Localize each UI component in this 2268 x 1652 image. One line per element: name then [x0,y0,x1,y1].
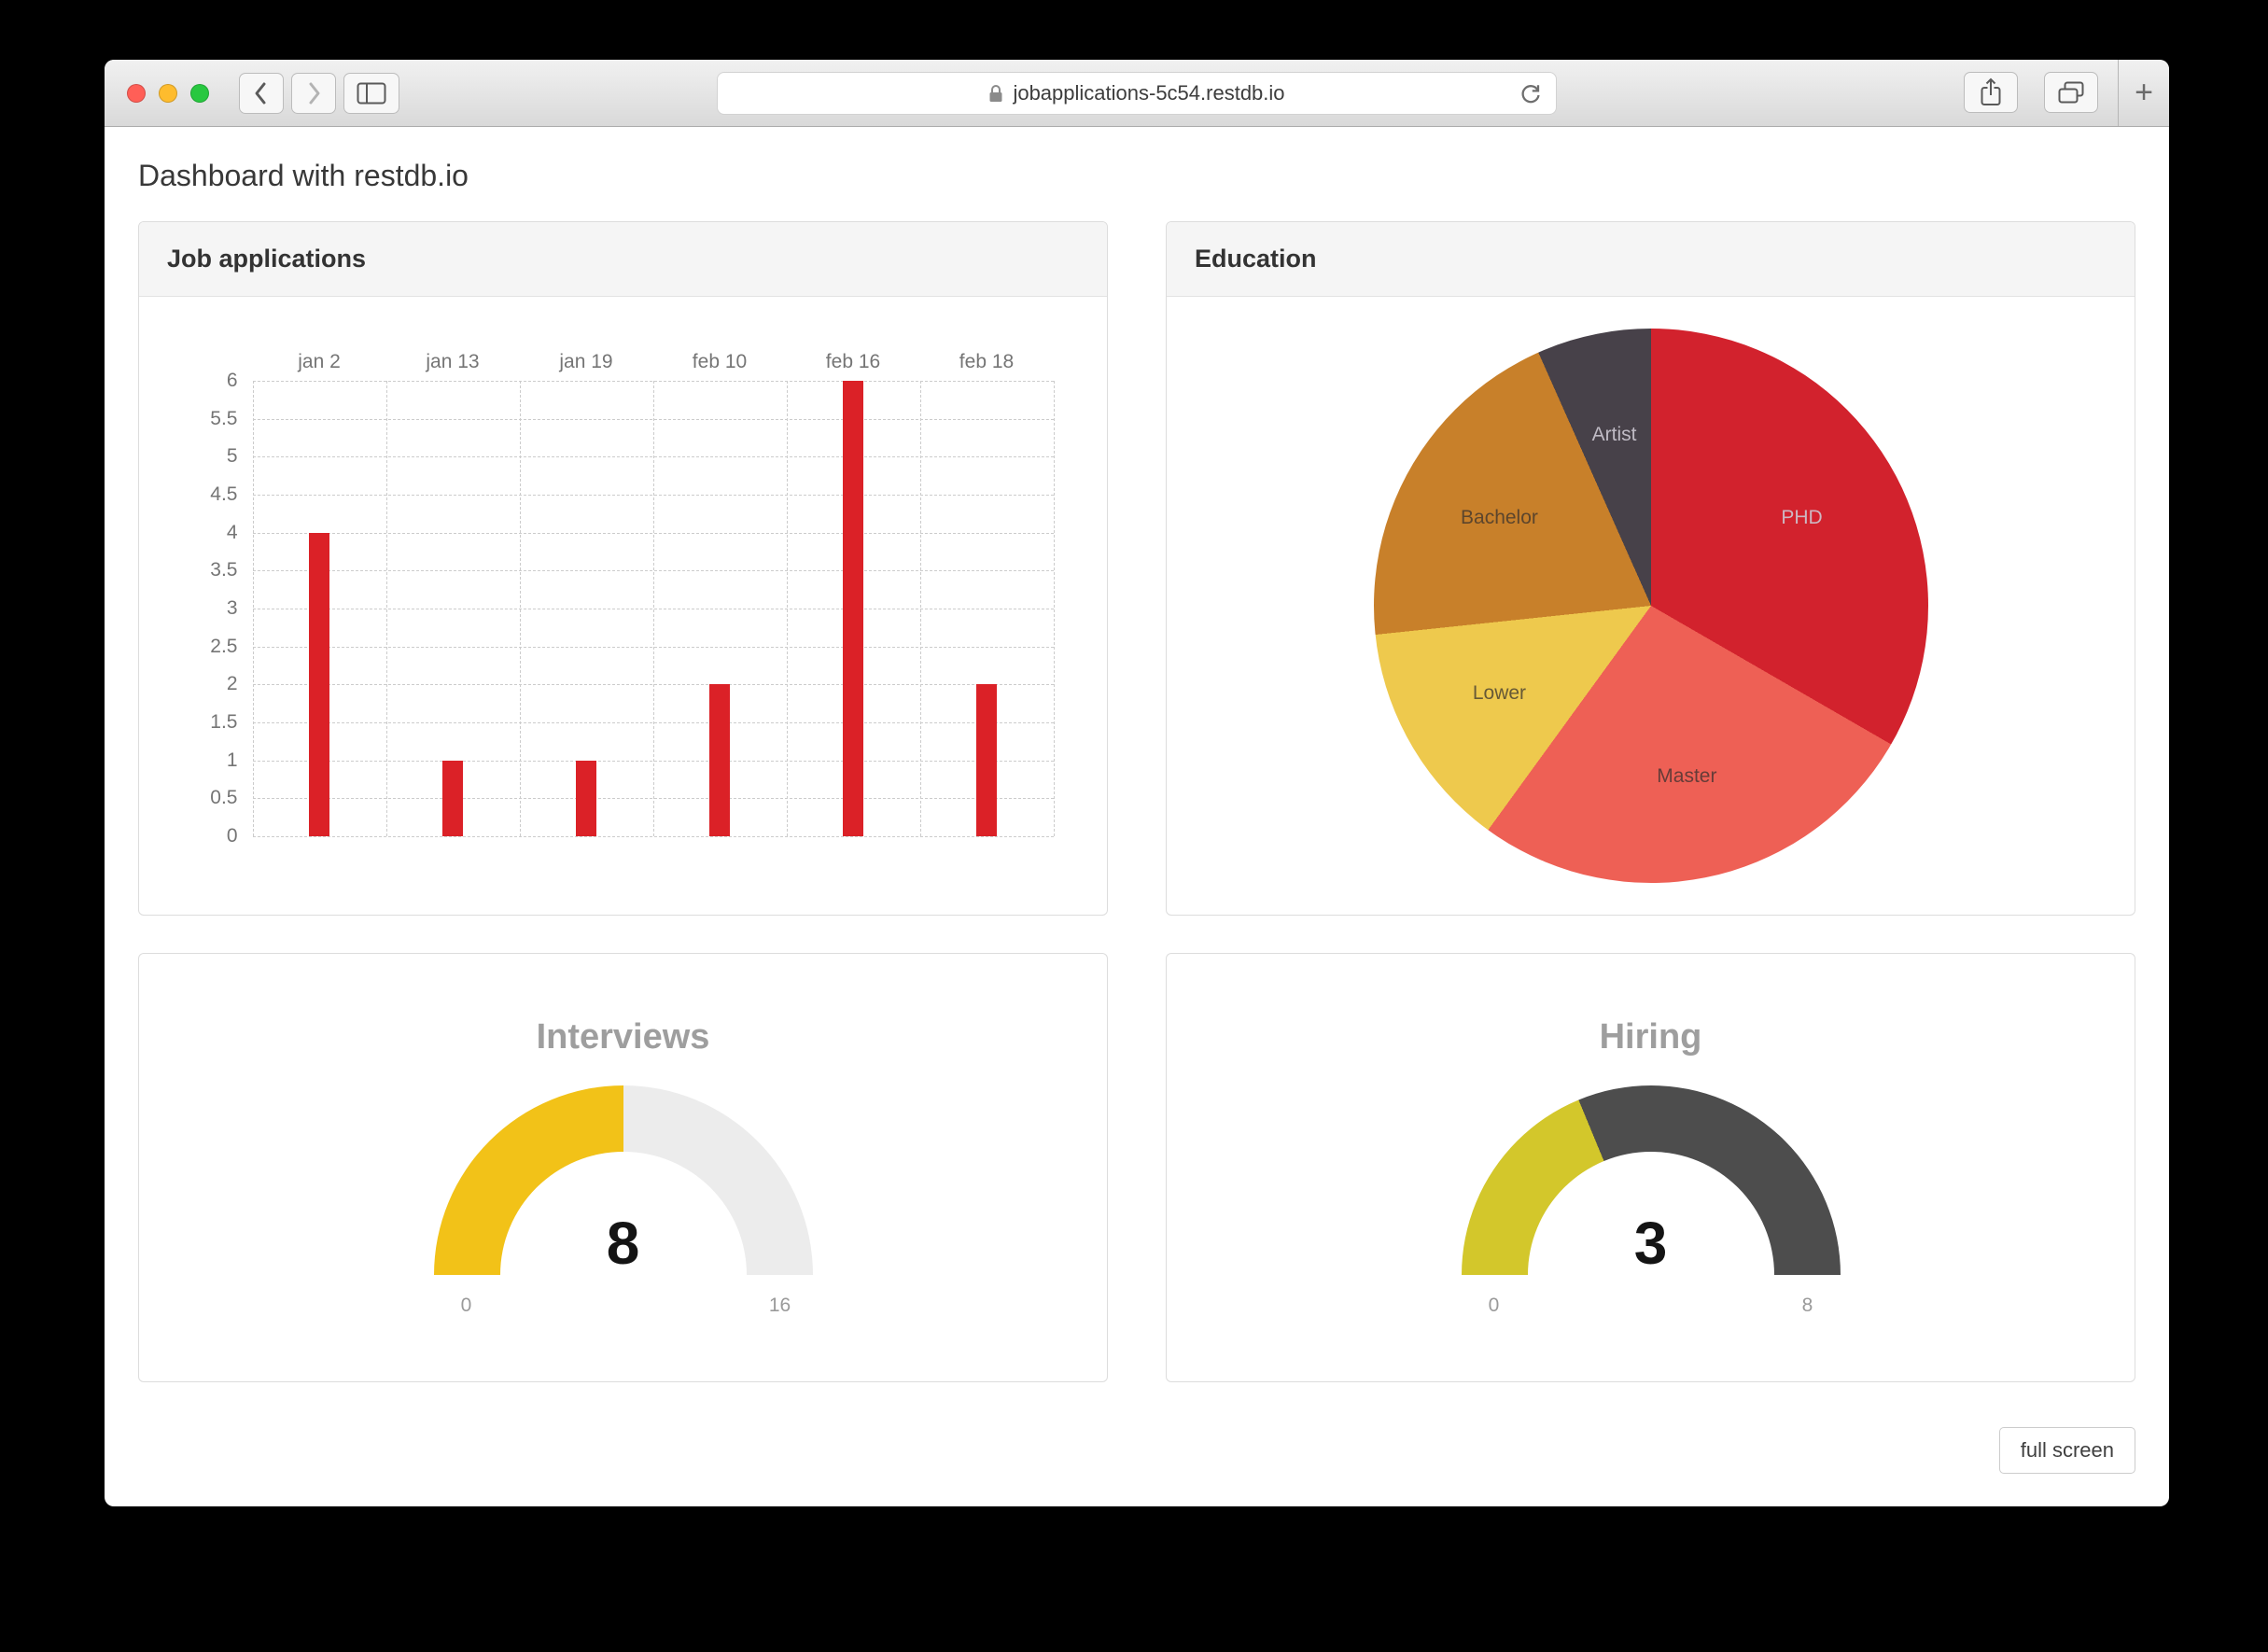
plus-icon: + [2135,75,2153,110]
panel-education: Education PHD Master Lower Bachelor Artist [1166,221,2135,916]
browser-window: jobapplications-5c54.restdb.io [105,60,2169,1506]
tabs-overview-button[interactable] [2044,72,2098,113]
y-axis-tick: 1.5 [210,711,238,733]
tabs-icon [2058,81,2084,103]
y-axis-tick: 2.5 [210,635,238,657]
interviews-gauge: 8 0 16 [433,1085,813,1326]
share-button[interactable] [1964,72,2018,113]
chevron-right-icon [309,82,320,104]
reload-icon [1521,85,1540,104]
page-title: Dashboard with restdb.io [138,159,469,192]
panel-job-applications-title: Job applications [139,222,1107,297]
gauge-arc-area [1461,1085,1841,1275]
bar-feb-16 [843,381,863,836]
bar-feb-10 [709,684,730,836]
interviews-gauge-max: 16 [768,1295,791,1316]
gridline-v [252,381,254,836]
new-tab-button[interactable]: + [2118,60,2169,126]
hiring-gauge-max: 8 [1801,1295,1813,1316]
y-axis-tick: 5 [226,445,238,468]
back-button[interactable] [239,72,284,114]
dashboard-grid: Job applications jan 2 jan 13 jan 19 feb 10… [138,221,2135,1382]
y-axis-tick: 1 [226,749,238,771]
zoom-button[interactable] [190,83,209,103]
bar-feb-18 [976,684,997,836]
browser-toolbar: jobapplications-5c54.restdb.io [105,60,2169,127]
bar-jan-13 [442,760,463,836]
bar-xlabels: jan 2 jan 13 jan 19 feb 10 feb 16 feb 18 [253,342,1054,381]
close-button[interactable] [127,83,146,103]
bar-jan-2 [309,532,329,836]
hiring-gauge-value: 3 [1633,1210,1668,1277]
pie-slice-label: Bachelor [1461,507,1538,529]
share-icon [1981,77,2001,105]
forward-button[interactable] [291,72,336,114]
hiring-gauge-min: 0 [1488,1295,1500,1316]
gridline-v [919,381,921,836]
bar-chart: jan 2 jan 13 jan 19 feb 10 feb 16 feb 18 0 0.5… [193,342,1055,847]
panel-job-applications: Job applications jan 2 jan 13 jan 19 feb 10… [138,221,1108,916]
traffic-lights [127,83,209,103]
y-axis-tick: 6 [226,370,238,391]
sidebar-icon [357,82,386,104]
bar-ylabels: 0 0.5 1 1.5 2 2.5 3 3.5 4 4.5 5 5.5 6 [193,370,253,847]
toolbar-right-buttons [1964,72,2098,113]
interviews-gauge-title: Interviews [536,1017,710,1057]
bar-chart-corner [193,342,253,381]
chevron-left-icon [255,82,266,104]
y-axis-tick: 0 [226,825,238,847]
page-content: Dashboard with restdb.io Job application… [105,127,2169,1474]
gridline-v [786,381,788,836]
gridline-h [252,836,1054,837]
minimize-button[interactable] [159,83,177,103]
y-axis-tick: 2 [226,673,238,695]
lock-icon [989,84,1002,102]
x-axis-label: feb 10 [692,351,748,372]
bar-jan-19 [576,760,596,836]
x-axis-label: feb 18 [959,351,1015,372]
x-axis-label: jan 13 [426,351,480,372]
bar-plot [252,381,1055,837]
gridline-v [519,381,521,836]
gridline-v [1053,381,1055,836]
y-axis-tick: 3 [226,597,238,619]
gridline-v [652,381,654,836]
y-axis-tick: 3.5 [210,559,238,581]
y-axis-tick: 5.5 [210,407,238,429]
panel-hiring: Hiring 3 0 8 [1166,953,2135,1382]
pie-chart: PHD Master Lower Bachelor Artist [1373,329,1928,883]
x-axis-label: feb 16 [825,351,881,372]
hiring-gauge-title: Hiring [1599,1017,1702,1057]
x-axis-label: jan 19 [559,351,613,372]
pie-slice-label: PHD [1781,507,1823,529]
hiring-gauge: 3 0 8 [1461,1085,1841,1326]
y-axis-tick: 4 [226,521,238,543]
footer: full screen [138,1427,2135,1474]
gridline-v [385,381,387,836]
pie-slice-label: Artist [1591,423,1637,445]
url-text: jobapplications-5c54.restdb.io [1013,81,1285,105]
y-axis-tick: 0.5 [210,787,238,809]
x-axis-label: jan 2 [298,351,341,372]
sidebar-toggle-button[interactable] [343,72,399,114]
interviews-gauge-min: 0 [460,1295,472,1316]
fullscreen-button[interactable]: full screen [1998,1427,2135,1474]
address-bar[interactable]: jobapplications-5c54.restdb.io [717,72,1557,115]
panel-education-title: Education [1167,222,2135,297]
pie-slice-label: Master [1657,765,1717,788]
gauge-arc-area [433,1085,813,1275]
y-axis-tick: 4.5 [210,483,238,505]
interviews-gauge-value: 8 [606,1210,640,1277]
pie-slice-label: Lower [1472,681,1527,704]
panel-interviews: Interviews 8 0 16 [138,953,1108,1382]
reload-button[interactable] [1517,80,1545,108]
